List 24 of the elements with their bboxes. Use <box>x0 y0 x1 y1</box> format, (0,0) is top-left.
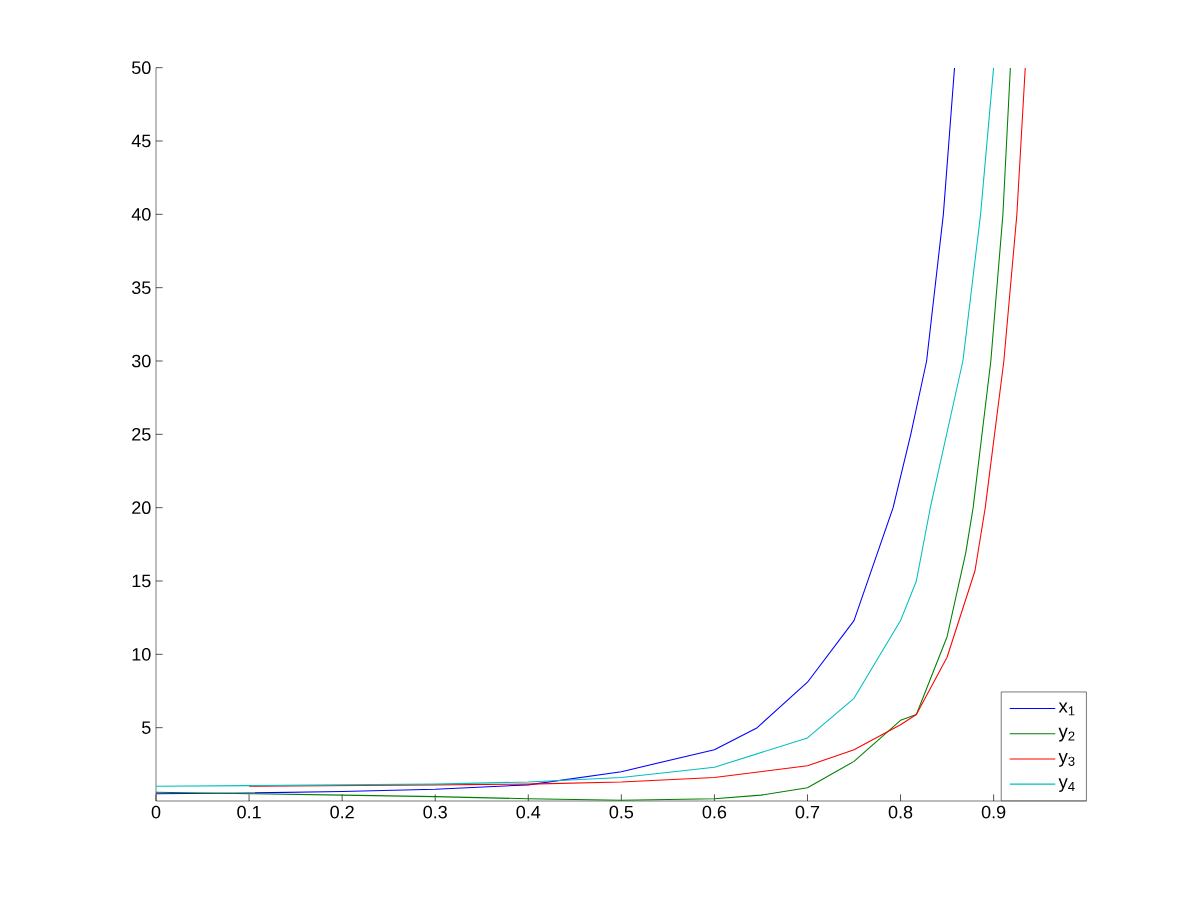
legend-label: y$_{3}$ <box>1058 753 1075 767</box>
y-tick-label: 50 <box>131 61 151 75</box>
legend-label: y$_{2}$ <box>1058 727 1075 742</box>
legend-label: y$_{4}$ <box>1058 778 1075 792</box>
x-tick-label: 0.4 <box>516 805 541 819</box>
y-tick-label: 45 <box>131 134 151 148</box>
y-tick-label: 15 <box>132 574 151 588</box>
x-tick-label: 0.2 <box>330 805 354 819</box>
x-tick-label: 0.3 <box>423 805 447 819</box>
x-tick-label: 0 <box>151 805 161 819</box>
y-tick-label: 5 <box>142 721 151 734</box>
x-tick-label: 0.7 <box>795 805 820 819</box>
y-tick-label: 25 <box>132 427 151 441</box>
y-tick-label: 30 <box>131 354 151 368</box>
x-tick-label: 0.5 <box>609 805 634 819</box>
x-tick-label: 0.8 <box>888 805 913 819</box>
y-tick-label: 20 <box>132 501 151 515</box>
x-tick-label: 0.9 <box>981 805 1006 819</box>
y-tick-label: 10 <box>132 647 151 661</box>
x-tick-label: 0.1 <box>237 805 261 819</box>
x-tick-label: 0.6 <box>702 805 727 819</box>
y-tick-label: 35 <box>131 281 151 295</box>
y-tick-label: 40 <box>131 207 151 221</box>
legend-label: x$_{1}$ <box>1058 702 1075 716</box>
